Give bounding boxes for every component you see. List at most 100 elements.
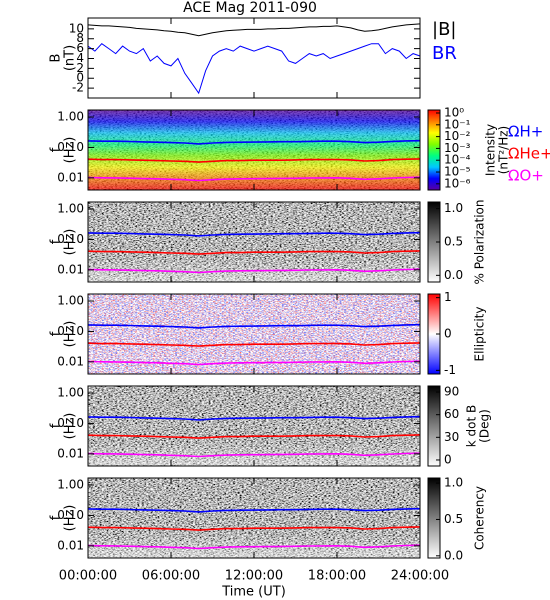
y-tick-label: 0 bbox=[76, 71, 84, 85]
y-tick-label: 0.01 bbox=[57, 446, 84, 460]
spectrogram-texture bbox=[88, 110, 420, 190]
colorbar-label: Coherency bbox=[473, 486, 487, 550]
colorbar-tick-label: 1.0 bbox=[444, 201, 463, 215]
y-tick-label: 0.01 bbox=[57, 538, 84, 552]
y-axis-label: (Hz) bbox=[63, 505, 78, 532]
x-tick-label: 24:00:00 bbox=[391, 569, 449, 584]
colorbar-tick-label: 10⁰ bbox=[444, 106, 464, 120]
series-line bbox=[87, 434, 421, 439]
y-tick-label: 0.01 bbox=[57, 354, 84, 368]
series-line bbox=[87, 507, 421, 513]
colorbar-tick-label: 30 bbox=[444, 430, 459, 444]
y-axis-label: (Hz) bbox=[63, 413, 78, 440]
y-tick-label: 1.00 bbox=[57, 202, 84, 216]
chart-title: ACE Mag 2011-090 bbox=[183, 0, 317, 16]
legend-entry: ΩH+ bbox=[508, 123, 543, 141]
colorbar-tick-label: 90 bbox=[444, 385, 459, 399]
y-tick-label: 1.00 bbox=[57, 110, 84, 124]
y-axis-label: f bbox=[49, 147, 64, 152]
y-tick-label: 6 bbox=[76, 41, 84, 55]
panel: 1.00 0.10 0.01 f (Hz) 1 0 -1 Ellipticity bbox=[49, 290, 487, 377]
series-line bbox=[87, 250, 421, 255]
plot-frame bbox=[87, 17, 421, 99]
panel: 1.00 0.10 0.01 f (Hz) 90 60 30 0 k dot B (Deg) bbox=[49, 385, 492, 467]
y-axis-label: (nT) bbox=[63, 45, 78, 71]
series-line bbox=[87, 544, 421, 550]
series-line bbox=[87, 360, 421, 366]
spectrogram-lowband bbox=[88, 202, 420, 282]
colorbar bbox=[427, 385, 441, 467]
colorbar-tick-label: 10⁻⁶ bbox=[444, 176, 471, 190]
colorbar-label: (nT²/Hz) bbox=[497, 126, 511, 174]
y-tick-label: 1.00 bbox=[57, 294, 84, 308]
legend-entry: BR bbox=[432, 43, 457, 64]
y-tick-label: 1.00 bbox=[57, 386, 84, 400]
y-axis-label: (Hz) bbox=[63, 229, 78, 256]
x-tick-label: 18:00:00 bbox=[308, 569, 366, 584]
spectrogram-lowband bbox=[88, 478, 420, 558]
colorbar-tick-label: 10⁻³ bbox=[444, 141, 471, 155]
colorbar-tick-label: 0.5 bbox=[444, 512, 463, 526]
panel: 1.000.100.01f (Hz)ΩH+ΩHe+ΩO+10⁰10⁻¹10⁻²10… bbox=[49, 106, 550, 191]
y-tick-label: 0.10 bbox=[57, 416, 84, 430]
panel: 1.00 0.10 0.01 f (Hz) 00:00:00 06:00:00 12:00:0… bbox=[49, 476, 487, 600]
colorbar-tick-label: 0.0 bbox=[444, 268, 463, 282]
y-axis-label: f bbox=[49, 515, 64, 520]
x-tick-label: 06:00:00 bbox=[142, 569, 200, 584]
series-line bbox=[87, 526, 421, 531]
colorbar-tick-label: 0 bbox=[444, 452, 452, 466]
series-line bbox=[87, 415, 421, 421]
x-axis-label: Time (UT) bbox=[221, 585, 286, 600]
colorbar-tick-label: 10⁻⁴ bbox=[444, 153, 471, 167]
colorbar-label: k dot B bbox=[465, 405, 479, 447]
colorbar-tick-label: 1.0 bbox=[444, 476, 463, 490]
x-tick-label: 00:00:00 bbox=[59, 569, 117, 584]
y-axis-label: (Hz) bbox=[63, 321, 78, 348]
y-axis-label: f bbox=[49, 239, 64, 244]
colorbar-tick-label: 10⁻¹ bbox=[444, 117, 471, 131]
y-tick-label: 0.10 bbox=[57, 140, 84, 154]
legend-entry: ΩHe+ bbox=[508, 145, 550, 163]
y-tick-label: 0.10 bbox=[57, 324, 84, 338]
series-line bbox=[87, 342, 421, 347]
y-tick-label: 1.00 bbox=[57, 478, 84, 492]
series-line bbox=[87, 43, 421, 95]
y-axis-label: f bbox=[49, 331, 64, 336]
spectrogram-texture bbox=[88, 294, 420, 374]
series-line bbox=[87, 323, 421, 329]
colorbar-tick-label: 0.0 bbox=[444, 548, 463, 562]
colorbar-tick-label: 10⁻⁵ bbox=[444, 165, 471, 179]
y-axis-label: B bbox=[49, 54, 64, 63]
y-axis-label: (Hz) bbox=[63, 137, 78, 164]
colorbar-tick-label: 0.5 bbox=[444, 235, 463, 249]
colorbar-label: Ellipticity bbox=[473, 307, 487, 362]
y-tick-label: 0.01 bbox=[57, 262, 84, 276]
series-line bbox=[87, 176, 421, 182]
colorbar-tick-label: 0 bbox=[444, 327, 452, 341]
colorbar-label: % Polarization bbox=[473, 200, 487, 285]
colorbar-tick-label: -1 bbox=[444, 363, 456, 377]
x-tick-label: 12:00:00 bbox=[225, 569, 283, 584]
series-line bbox=[87, 158, 421, 163]
y-tick-label: 0.10 bbox=[57, 508, 84, 522]
colorbar-tick-label: 60 bbox=[444, 407, 459, 421]
spectrogram-lowband bbox=[88, 386, 420, 466]
y-axis-label: f bbox=[49, 423, 64, 428]
series-line bbox=[87, 231, 421, 237]
y-tick-label: 8 bbox=[76, 31, 84, 45]
colorbar bbox=[427, 477, 441, 559]
y-tick-label: 0.10 bbox=[57, 232, 84, 246]
series-line bbox=[87, 139, 421, 145]
colorbar-tick-label: 1 bbox=[444, 290, 452, 304]
colorbar-label: Intensity bbox=[484, 124, 498, 176]
y-tick-label: 2 bbox=[76, 61, 84, 75]
y-tick-label: 4 bbox=[76, 51, 84, 65]
y-tick-label: 10 bbox=[69, 21, 84, 35]
series-line bbox=[87, 452, 421, 458]
legend-entry: |B| bbox=[432, 19, 456, 40]
colorbar bbox=[427, 109, 441, 191]
colorbar-label: (Deg) bbox=[478, 409, 492, 443]
